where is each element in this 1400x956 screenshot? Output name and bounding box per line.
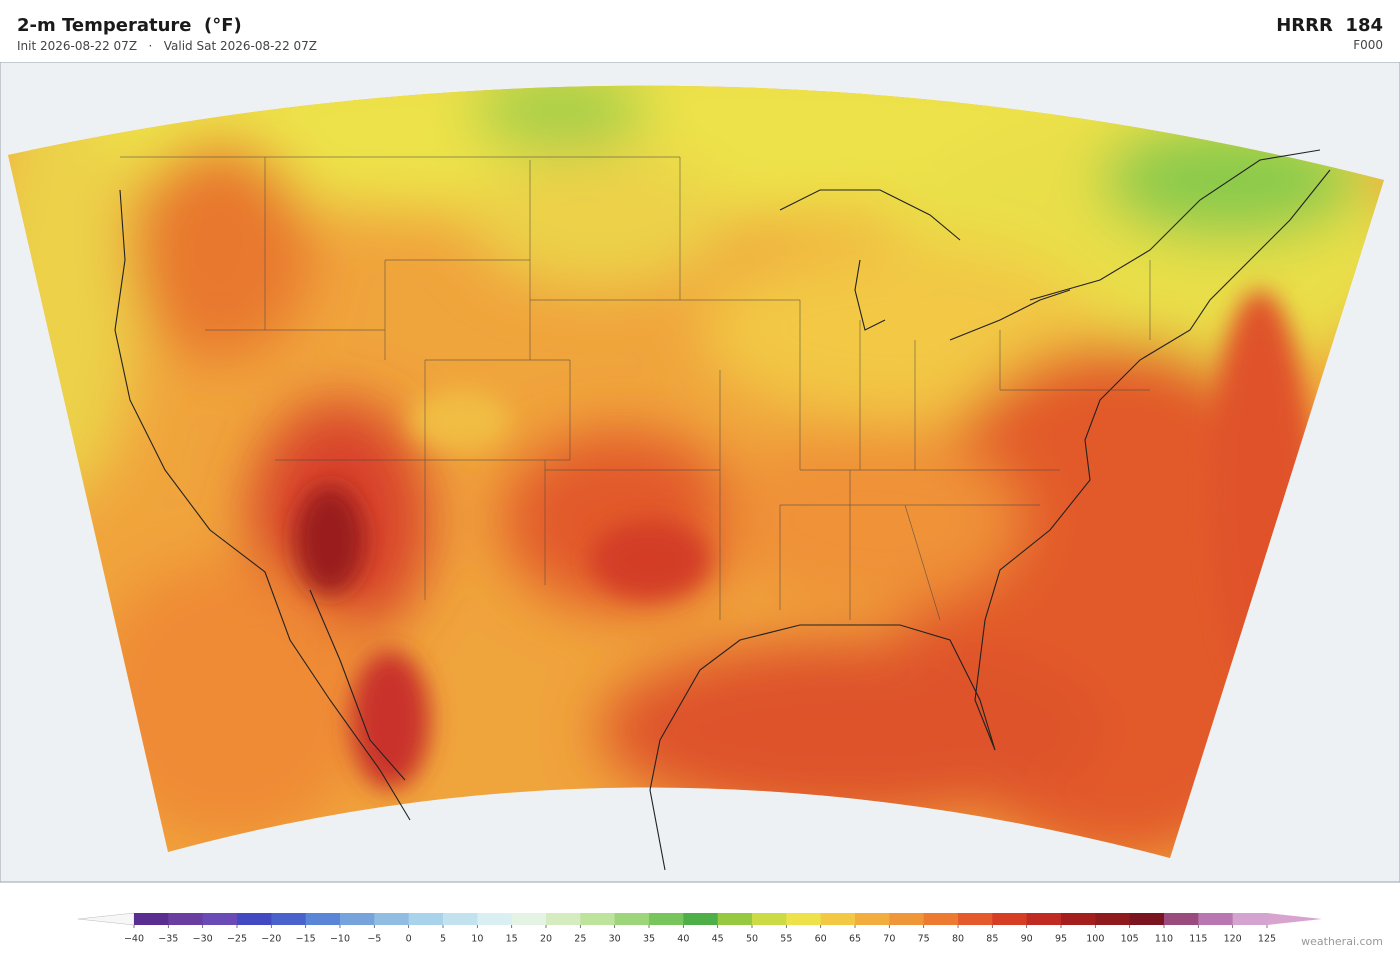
colorbar-segment <box>1026 913 1062 925</box>
colorbar-tick-label: −5 <box>367 934 381 945</box>
colorbar-segment <box>340 913 375 925</box>
colorbar-segment <box>958 913 993 925</box>
colorbar-segment <box>992 913 1028 925</box>
colorbar-tick-label: −15 <box>296 934 316 945</box>
colorbar-tick-label: 10 <box>471 934 483 945</box>
colorbar-segment <box>614 913 650 925</box>
colorbar-segment <box>408 913 444 925</box>
colorbar-segment <box>580 913 616 925</box>
map <box>0 62 1400 883</box>
forecast-hour: F000 <box>1353 38 1383 52</box>
colorbar-segment <box>134 913 169 925</box>
subtitle: Init 2026-08-22 07Z · Valid Sat 2026-08-… <box>17 39 318 53</box>
colorbar-segment <box>1129 913 1165 925</box>
colorbar-tick-label: 0 <box>406 934 412 945</box>
colorbar-segment <box>649 913 684 925</box>
colorbar-tick-label: 65 <box>849 934 861 945</box>
colorbar-tick-label: 35 <box>643 934 655 945</box>
colorbar-tick-label: 75 <box>918 934 930 945</box>
colorbar-tick-label: 30 <box>609 934 621 945</box>
colorbar-tick-label: 70 <box>883 934 895 945</box>
colorbar-segment <box>855 913 890 925</box>
colorbar-tick-label: 100 <box>1086 934 1104 945</box>
coastlines <box>114 149 1331 871</box>
temperature-field <box>8 85 1384 859</box>
colorbar-tick-label: 120 <box>1224 934 1242 945</box>
colorbar-tick-label: 50 <box>746 934 758 945</box>
colorbar-segment <box>786 913 822 925</box>
colorbar-segment <box>1095 913 1131 925</box>
colorbar-tick-label: −40 <box>124 934 144 945</box>
colorbar-tick-label: 85 <box>986 934 998 945</box>
colorbar-segment <box>717 913 753 925</box>
colorbar-segment <box>511 913 547 925</box>
colorbar-tick-label: 105 <box>1121 934 1139 945</box>
colorbar-tick-label: 25 <box>574 934 586 945</box>
colorbar-tick-label: 5 <box>440 934 446 945</box>
colorbar-tick-label: −10 <box>330 934 350 945</box>
colorbar-tick-label: 80 <box>952 934 964 945</box>
colorbar-segment <box>477 913 513 925</box>
colorbar-tick-label: 90 <box>1021 934 1033 945</box>
colorbar-segment <box>271 913 307 925</box>
colorbar-segment <box>1061 913 1096 925</box>
colorbar-tick-label: 125 <box>1258 934 1276 945</box>
colorbar-tick-label: 95 <box>1055 934 1067 945</box>
colorbar-segment <box>820 913 856 925</box>
colorbar-segment <box>202 913 238 925</box>
colorbar: −40 −35 −30 −25 −20 −15 −10 −5 0 5 10 15 20 25 30 35 40 4… <box>77 912 1322 945</box>
colorbar-segment <box>923 913 959 925</box>
colorbar-segment <box>443 913 478 925</box>
colorbar-tick-label: −35 <box>158 934 178 945</box>
colorbar-segment <box>168 913 204 925</box>
colorbar-tick-label: 15 <box>506 934 518 945</box>
colorbar-over <box>1267 913 1322 925</box>
title: 2-m Temperature (°F) <box>17 15 242 36</box>
colorbar-segment <box>237 913 272 925</box>
colorbar-tick-label: 115 <box>1189 934 1207 945</box>
colorbar-segment <box>1198 913 1234 925</box>
colorbar-tick-label: −25 <box>227 934 247 945</box>
model-run: HRRR 184 <box>1276 15 1383 36</box>
colorbar-tick-label: 110 <box>1155 934 1173 945</box>
colorbar-tick-label: 45 <box>712 934 724 945</box>
colorbar-segment <box>683 913 719 925</box>
colorbar-tick-label: 55 <box>780 934 792 945</box>
credit: weatherai.com <box>1301 935 1383 948</box>
colorbar-tick-label: −30 <box>193 934 213 945</box>
colorbar-under <box>77 912 135 926</box>
colorbar-segment <box>546 913 581 925</box>
colorbar-segment <box>1232 913 1268 925</box>
colorbar-segment <box>305 913 341 925</box>
colorbar-segment <box>374 913 410 925</box>
colorbar-segment <box>752 913 787 925</box>
colorbar-segment <box>1164 913 1199 925</box>
colorbar-tick-label: 20 <box>540 934 552 945</box>
state-borders <box>120 156 1151 621</box>
colorbar-segment <box>889 913 925 925</box>
colorbar-tick-label: 60 <box>815 934 827 945</box>
colorbar-tick-label: −20 <box>261 934 281 945</box>
colorbar-tick-label: 40 <box>677 934 689 945</box>
